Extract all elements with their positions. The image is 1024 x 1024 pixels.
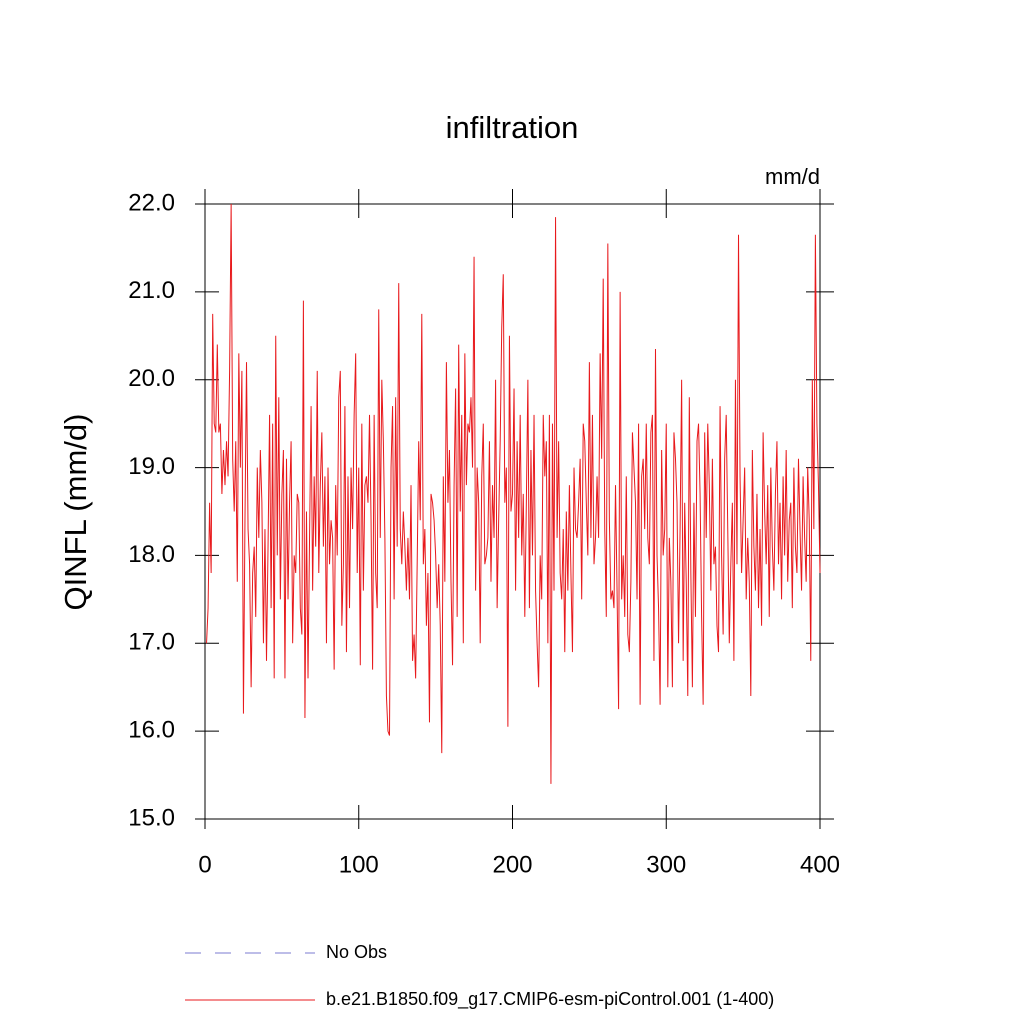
x-tick-label: 300 <box>646 851 686 878</box>
legend-label: No Obs <box>326 942 387 962</box>
x-tick-label: 200 <box>492 851 532 878</box>
y-tick-label: 22.0 <box>128 189 175 216</box>
y-tick-label: 15.0 <box>128 804 175 831</box>
y-tick-label: 16.0 <box>128 716 175 743</box>
units-label: mm/d <box>765 164 820 189</box>
y-tick-label: 17.0 <box>128 629 175 656</box>
y-tick-label: 19.0 <box>128 453 175 480</box>
legend-label: b.e21.B1850.f09_g17.CMIP6-esm-piControl.… <box>326 989 774 1010</box>
x-tick-label: 100 <box>339 851 379 878</box>
data-line <box>206 203 821 784</box>
chart-title: infiltration <box>446 110 579 145</box>
y-tick-label: 20.0 <box>128 365 175 392</box>
x-tick-label: 400 <box>800 851 840 878</box>
x-tick-label: 0 <box>198 851 211 878</box>
y-tick-label: 18.0 <box>128 541 175 568</box>
y-tick-label: 21.0 <box>128 277 175 304</box>
y-axis-label: QINFL (mm/d) <box>58 414 93 611</box>
